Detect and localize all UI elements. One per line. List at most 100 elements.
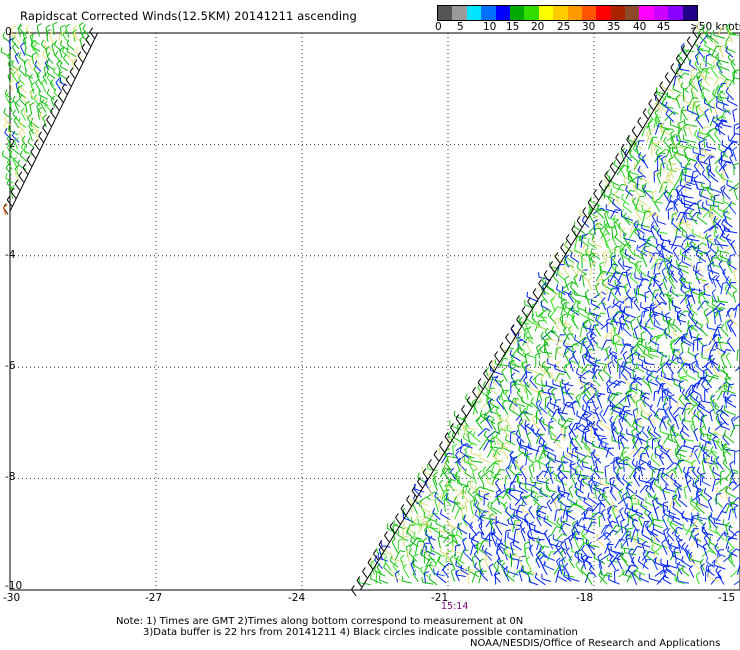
wind-barb-flag xyxy=(611,354,617,358)
wind-barb-flag xyxy=(607,505,613,510)
wind-barb xyxy=(528,466,534,478)
wind-barb xyxy=(696,216,708,225)
wind-barb xyxy=(40,44,48,51)
wind-barb xyxy=(496,551,502,563)
wind-barb-flag xyxy=(428,535,433,540)
wind-barb-flag xyxy=(686,241,689,247)
wind-barb xyxy=(561,388,565,402)
wind-barb-flag xyxy=(663,257,669,261)
wind-barb-flag xyxy=(33,64,38,70)
wind-barb-flag xyxy=(513,380,518,386)
wind-barb-flag xyxy=(674,434,679,439)
wind-barb xyxy=(607,391,619,396)
wind-barb xyxy=(638,293,649,299)
wind-barb xyxy=(639,406,649,416)
wind-barb xyxy=(531,418,540,430)
wind-barb-flag xyxy=(611,327,617,330)
wind-barb xyxy=(536,506,543,515)
wind-barb-flag xyxy=(689,393,693,399)
wind-barb xyxy=(678,376,683,387)
wind-barb xyxy=(616,477,625,486)
wind-barb-flag xyxy=(485,391,488,397)
wind-barb-flag xyxy=(661,245,666,250)
wind-barb-flag xyxy=(621,361,625,367)
wind-barb-flag xyxy=(676,561,681,567)
wind-barb-flag xyxy=(591,394,596,399)
wind-barb xyxy=(664,332,673,339)
wind-barb xyxy=(30,45,41,52)
wind-barb-flag xyxy=(704,233,708,239)
wind-barb xyxy=(630,529,636,543)
wind-barb-flag xyxy=(432,475,437,480)
wind-barb-flag xyxy=(618,285,625,288)
wind-barb xyxy=(522,509,532,515)
wind-barb xyxy=(453,500,463,512)
wind-barb xyxy=(636,570,646,576)
wind-barb-flag xyxy=(685,544,689,550)
legend-label-8: 40 xyxy=(633,21,647,33)
wind-barb-flag xyxy=(617,357,623,361)
wind-barb-flag xyxy=(695,250,699,256)
wind-barb-flag xyxy=(506,548,509,555)
wind-barb-flag xyxy=(718,143,721,149)
wind-barb xyxy=(443,500,446,512)
wind-barb xyxy=(602,274,612,283)
wind-barb-flag xyxy=(563,570,566,577)
wind-barb xyxy=(683,250,687,261)
wind-barb-flag xyxy=(505,529,512,532)
wind-barb-flag xyxy=(642,540,647,545)
wind-barb xyxy=(622,573,633,578)
wind-barb-flag xyxy=(563,460,569,464)
wind-barb xyxy=(603,533,611,541)
wind-barb xyxy=(472,402,477,415)
wind-barb xyxy=(672,94,683,103)
wind-barb xyxy=(475,491,483,502)
wind-barb xyxy=(613,275,622,285)
wind-barb-flag xyxy=(530,477,532,483)
wind-barb-flag xyxy=(463,485,469,488)
wind-barb xyxy=(446,521,454,529)
wind-barb-flag xyxy=(448,562,454,566)
wind-barb-flag xyxy=(535,555,540,560)
wind-barb-flag xyxy=(509,450,513,456)
wind-barb-flag xyxy=(659,234,662,240)
wind-barb xyxy=(678,272,687,282)
wind-barb xyxy=(699,132,711,137)
wind-barb-flag xyxy=(672,494,678,498)
wind-barb-flag xyxy=(494,375,499,381)
wind-barb-flag xyxy=(727,546,730,552)
wind-barb-flag xyxy=(668,274,673,279)
wind-barb xyxy=(72,31,76,43)
wind-barb xyxy=(632,510,644,515)
wind-barb xyxy=(641,521,646,534)
wind-barb-flag xyxy=(417,516,423,518)
wind-barb xyxy=(610,291,619,302)
wind-barb xyxy=(669,429,673,442)
wind-barb-flag xyxy=(637,556,641,562)
wind-barb xyxy=(609,479,613,493)
wind-barb-flag xyxy=(602,491,607,497)
wind-barb-flag xyxy=(483,412,487,418)
wind-barb xyxy=(579,239,590,247)
wind-barb xyxy=(529,379,538,389)
wind-barb xyxy=(705,32,714,43)
wind-barb-flag xyxy=(622,201,626,207)
wind-barb xyxy=(660,476,669,487)
wind-barb xyxy=(636,536,649,544)
wind-barb-flag xyxy=(570,437,574,443)
wind-barb xyxy=(605,383,612,393)
wind-barb-flag xyxy=(685,249,691,252)
wind-barb-flag xyxy=(619,244,623,250)
wind-barb xyxy=(509,493,520,502)
wind-barb-flag xyxy=(715,413,720,419)
wind-barb-flag xyxy=(73,31,76,37)
wind-barb-flag xyxy=(524,512,529,517)
wind-barb-flag xyxy=(597,494,602,499)
wind-barb-flag xyxy=(627,565,631,571)
wind-barb-flag xyxy=(455,544,461,547)
wind-barb-flag xyxy=(633,249,636,255)
wind-barb xyxy=(516,392,525,403)
wind-barb xyxy=(622,495,628,508)
wind-barb-flag xyxy=(510,430,516,433)
wind-barb xyxy=(725,491,737,498)
